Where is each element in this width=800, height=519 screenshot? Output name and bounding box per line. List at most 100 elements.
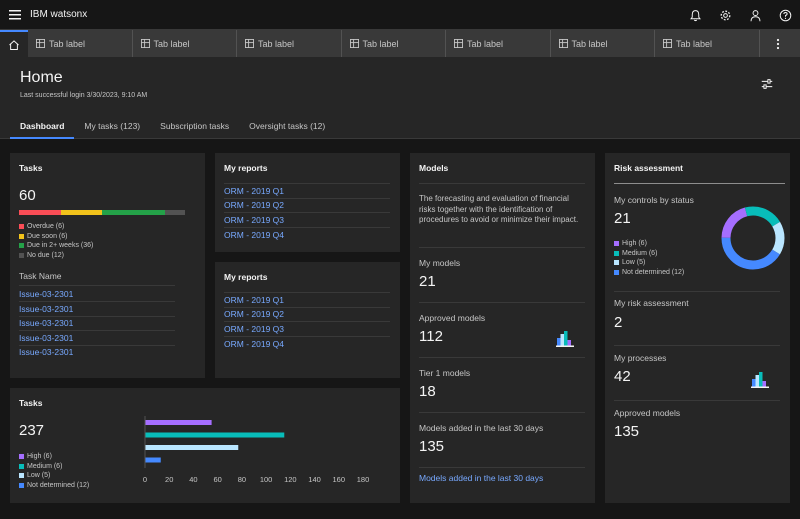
legend-item: Due soon (6)	[19, 232, 93, 242]
home-tab[interactable]	[0, 30, 28, 57]
divider	[614, 400, 780, 401]
table-icon	[558, 39, 568, 48]
page-header: Home Last successful login 3/30/2023, 9:…	[0, 57, 800, 139]
report-link[interactable]: ORM - 2019 Q1	[224, 293, 390, 308]
brand-name[interactable]: IBM watsonx	[30, 9, 88, 20]
report-link[interactable]: ORM - 2019 Q2	[224, 308, 390, 322]
divider	[419, 467, 585, 468]
x-tick-label: 120	[284, 475, 297, 484]
card-title: Tasks	[19, 163, 43, 173]
report-link[interactable]: ORM - 2019 Q4	[224, 338, 284, 349]
last-login-text: Last successful login 3/30/2023, 9:10 AM	[20, 92, 148, 99]
card-title: Tasks	[19, 398, 43, 408]
legend-item: Medium (6)	[614, 249, 684, 259]
report-link[interactable]: ORM - 2019 Q4	[224, 229, 284, 240]
x-tick-label: 100	[260, 475, 273, 484]
tab-label-6[interactable]: Tab label	[551, 30, 655, 57]
tab-label-1[interactable]: Tab label	[28, 30, 133, 57]
tab-label: Tab label	[258, 38, 295, 49]
table-icon	[140, 39, 150, 48]
tab-label-7[interactable]: Tab label	[655, 30, 760, 57]
task-link[interactable]: Issue-03-2301	[19, 331, 175, 346]
metric-label: My processes	[614, 353, 667, 363]
my-reports-card: My reports ORM - 2019 Q1 ORM - 2019 Q2 O…	[215, 262, 400, 378]
divider	[614, 345, 780, 346]
task-status-legend: Overdue (6) Due soon (6) Due in 2+ weeks…	[19, 222, 93, 260]
home-icon	[9, 39, 19, 50]
bar-not-determined	[145, 457, 161, 463]
notification-icon[interactable]	[680, 0, 710, 30]
tab-label-2[interactable]: Tab label	[133, 30, 237, 57]
x-tick-label: 0	[143, 475, 147, 484]
tab-label-5[interactable]: Tab label	[446, 30, 551, 57]
risk-assessment-card: Risk assessment My controls by status 21…	[605, 153, 790, 503]
card-title: My reports	[224, 272, 268, 282]
tasks-chart-legend: High (6) Medium (6) Low (5) Not determin…	[19, 452, 89, 490]
metric-value: 18	[419, 383, 436, 400]
divider	[419, 247, 585, 248]
bar-high	[145, 420, 212, 425]
metric-value: 21	[614, 210, 631, 227]
x-tick-label: 140	[308, 475, 321, 484]
tab-my-tasks[interactable]: My tasks (123)	[84, 121, 141, 131]
report-link[interactable]: ORM - 2019 Q3	[224, 322, 390, 337]
tab-label: Tab label	[676, 38, 713, 49]
divider	[224, 292, 390, 293]
x-tick-label: 160	[333, 475, 346, 484]
tasks-chart-card: Tasks 237 High (6) Medium (6) Low (5) No…	[10, 388, 400, 503]
tab-label-3[interactable]: Tab label	[237, 30, 342, 57]
report-link[interactable]: ORM - 2019 Q3	[224, 213, 390, 228]
models-added-link[interactable]: Models added in the last 30 days	[419, 473, 544, 483]
tab-label: Tab label	[49, 38, 86, 49]
metric-value: 42	[614, 368, 631, 385]
x-tick-label: 40	[189, 475, 197, 484]
metric-value: 112	[419, 328, 443, 345]
report-link[interactable]: ORM - 2019 Q2	[224, 199, 390, 213]
legend-item: Low (5)	[19, 471, 89, 481]
tab-subscription-tasks[interactable]: Subscription tasks	[160, 121, 230, 131]
help-icon[interactable]	[770, 0, 800, 30]
task-link[interactable]: Issue-03-2301	[19, 347, 74, 358]
divider	[224, 183, 390, 184]
tab-oversight-tasks[interactable]: Oversight tasks (12)	[249, 121, 326, 131]
task-link[interactable]: Issue-03-2301	[19, 316, 175, 331]
report-link[interactable]: ORM - 2019 Q1	[224, 184, 390, 199]
donut-slice-not-determined	[721, 206, 785, 270]
task-link[interactable]: Issue-03-2301	[19, 287, 175, 302]
divider	[19, 285, 175, 286]
tab-label-4[interactable]: Tab label	[342, 30, 446, 57]
divider	[419, 412, 585, 413]
divider	[614, 183, 785, 184]
table-icon	[245, 39, 254, 48]
task-status-bar	[19, 210, 185, 215]
models-description: The forecasting and evaluation of financ…	[419, 194, 579, 224]
x-tick-label: 20	[165, 475, 173, 484]
legend-item: High (6)	[614, 239, 684, 249]
donut-slice-medium	[721, 206, 785, 270]
donut-slice-low	[721, 206, 785, 270]
tab-label: Tab label	[362, 38, 399, 49]
models-card: Models The forecasting and evaluation of…	[410, 153, 595, 503]
user-icon[interactable]	[740, 0, 770, 30]
table-icon	[36, 39, 45, 48]
legend-item: Not determined (12)	[614, 268, 684, 278]
settings-adjust-icon[interactable]	[760, 77, 774, 91]
settings-icon[interactable]	[710, 0, 740, 30]
status-bar-segment	[19, 210, 61, 215]
overflow-menu-icon	[776, 38, 779, 49]
divider	[419, 183, 585, 184]
tasks-total: 60	[19, 187, 36, 204]
metric-value: 135	[419, 438, 445, 455]
dashboard-tabs: Dashboard My tasks (123) Subscription ta…	[10, 115, 335, 139]
card-title: Models	[419, 163, 449, 173]
x-tick-label: 60	[213, 475, 221, 484]
tab-overflow-button[interactable]	[760, 30, 796, 57]
metric-value: 2	[614, 314, 623, 331]
task-link[interactable]: Issue-03-2301	[19, 302, 175, 317]
hamburger-menu-icon[interactable]	[0, 0, 30, 30]
status-bar-segment	[165, 210, 185, 215]
legend-item: High (6)	[19, 452, 89, 462]
tab-dashboard[interactable]: Dashboard	[10, 115, 75, 139]
metric-label: My controls by status	[614, 195, 694, 205]
controls-legend: High (6) Medium (6) Low (5) Not determin…	[614, 239, 684, 277]
